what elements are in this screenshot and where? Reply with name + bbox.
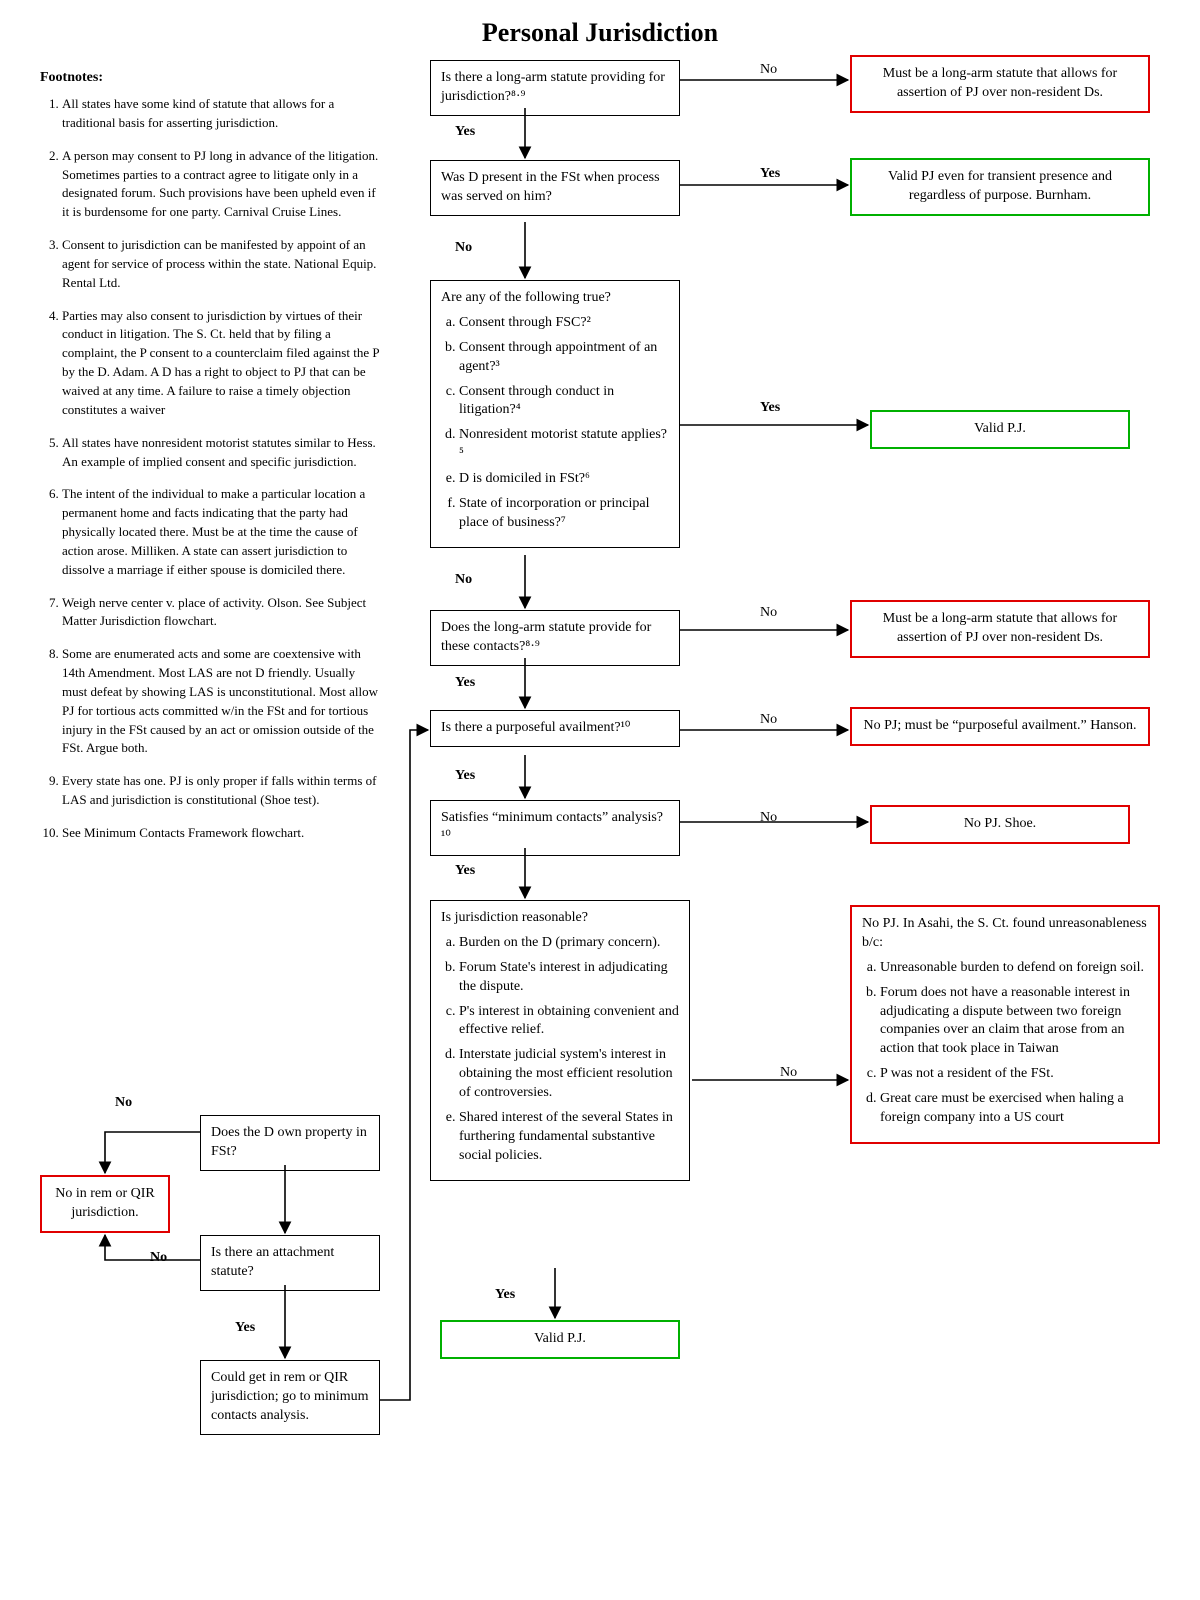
footnote-item: The intent of the individual to make a p… xyxy=(62,485,380,579)
result-asahi: No PJ. In Asahi, the S. Ct. found unreas… xyxy=(850,905,1160,1144)
node-text: No in rem or QIR jurisdiction. xyxy=(55,1186,155,1220)
node-in-rem-to-minimum-contacts: Could get in rem or QIR jurisdiction; go… xyxy=(200,1360,380,1435)
edge-label: Yes xyxy=(495,1287,515,1303)
result-valid-pj-final: Valid P.J. xyxy=(440,1320,680,1359)
edge-label: No xyxy=(455,240,472,256)
footnote-item: Consent to jurisdiction can be manifeste… xyxy=(62,236,380,293)
checklist-item: P was not a resident of the FSt. xyxy=(880,1065,1148,1084)
node-text: Is there a purposeful availment?¹⁰ xyxy=(441,720,630,735)
node-text: No PJ; must be “purposeful availment.” H… xyxy=(864,718,1137,733)
checklist-item: Shared interest of the several States in… xyxy=(459,1109,679,1166)
checklist: Consent through FSC?² Consent through ap… xyxy=(441,314,669,533)
edge-label: Yes xyxy=(760,400,780,416)
result-no-in-rem: No in rem or QIR jurisdiction. xyxy=(40,1175,170,1233)
node-lead: Is jurisdiction reasonable? xyxy=(441,909,679,928)
node-longarm-statute: Is there a long-arm statute providing fo… xyxy=(430,60,680,116)
node-property-in-fst: Does the D own property in FSt? xyxy=(200,1115,380,1171)
footnote-item: Every state has one. PJ is only proper i… xyxy=(62,772,380,810)
checklist-item: Burden on the D (primary concern). xyxy=(459,934,679,953)
checklist-item: State of incorporation or principal plac… xyxy=(459,495,669,533)
edge-label: Yes xyxy=(455,124,475,140)
checklist-item: Interstate judicial system's interest in… xyxy=(459,1046,679,1103)
result-valid-pj-1: Valid P.J. xyxy=(870,410,1130,449)
node-text: Valid P.J. xyxy=(534,1331,586,1346)
node-text: Is there an attachment statute? xyxy=(211,1245,334,1279)
footnote-item: All states have nonresident motorist sta… xyxy=(62,434,380,472)
edge-label: No xyxy=(150,1250,167,1266)
checklist: Unreasonable burden to defend on foreign… xyxy=(862,959,1148,1128)
edge-label: Yes xyxy=(235,1320,255,1336)
node-text: Must be a long-arm statute that allows f… xyxy=(883,611,1117,645)
checklist-item: Consent through FSC?² xyxy=(459,314,669,333)
footnote-item: Weigh nerve center v. place of activity.… xyxy=(62,594,380,632)
node-text: Does the long-arm statute provide for th… xyxy=(441,620,651,654)
result-no-purposeful: No PJ; must be “purposeful availment.” H… xyxy=(850,707,1150,746)
edge-label: Yes xyxy=(760,166,780,182)
edge-label: No xyxy=(760,605,777,621)
edge-label: No xyxy=(455,572,472,588)
checklist-item: Great care must be exercised when haling… xyxy=(880,1090,1148,1128)
checklist-item: D is domiciled in FSt?⁶ xyxy=(459,470,669,489)
footnote-item: Parties may also consent to jurisdiction… xyxy=(62,307,380,420)
node-longarm-contacts: Does the long-arm statute provide for th… xyxy=(430,610,680,666)
node-minimum-contacts: Satisfies “minimum contacts” analysis?¹⁰ xyxy=(430,800,680,856)
footnotes-list: All states have some kind of statute tha… xyxy=(40,95,380,857)
checklist: Burden on the D (primary concern). Forum… xyxy=(441,934,679,1166)
node-text: No PJ. Shoe. xyxy=(964,816,1036,831)
node-text: Is there a long-arm statute providing fo… xyxy=(441,70,665,104)
edge-label: No xyxy=(760,62,777,78)
checklist-item: Nonresident motorist statute applies?⁵ xyxy=(459,426,669,464)
node-text: Valid PJ even for transient presence and… xyxy=(888,169,1112,203)
page-title: Personal Jurisdiction xyxy=(0,18,1200,48)
footnote-item: See Minimum Contacts Framework flowchart… xyxy=(62,824,380,843)
result-need-longarm-1: Must be a long-arm statute that allows f… xyxy=(850,55,1150,113)
edge-label: No xyxy=(760,712,777,728)
footnotes-heading: Footnotes: xyxy=(40,70,103,86)
footnote-item: All states have some kind of statute tha… xyxy=(62,95,380,133)
edge-label: Yes xyxy=(455,768,475,784)
checklist-item: Consent through appointment of an agent?… xyxy=(459,339,669,377)
result-transient-valid: Valid PJ even for transient presence and… xyxy=(850,158,1150,216)
node-lead: No PJ. In Asahi, the S. Ct. found unreas… xyxy=(862,915,1148,953)
edge-label: No xyxy=(115,1095,132,1111)
edge-label: No xyxy=(760,810,777,826)
footnote-item: Some are enumerated acts and some are co… xyxy=(62,645,380,758)
checklist-item: Forum does not have a reasonable interes… xyxy=(880,984,1148,1060)
edge-label: Yes xyxy=(455,675,475,691)
node-text: Could get in rem or QIR jurisdiction; go… xyxy=(211,1370,369,1423)
footnote-item: A person may consent to PJ long in advan… xyxy=(62,147,380,222)
node-text: Must be a long-arm statute that allows f… xyxy=(883,66,1117,100)
node-consent-checklist: Are any of the following true? Consent t… xyxy=(430,280,680,548)
node-lead: Are any of the following true? xyxy=(441,289,669,308)
node-attachment-statute: Is there an attachment statute? xyxy=(200,1235,380,1291)
node-text: Satisfies “minimum contacts” analysis?¹⁰ xyxy=(441,810,663,844)
result-need-longarm-2: Must be a long-arm statute that allows f… xyxy=(850,600,1150,658)
checklist-item: Consent through conduct in litigation?⁴ xyxy=(459,383,669,421)
checklist-item: Forum State's interest in adjudicating t… xyxy=(459,959,679,997)
node-text: Does the D own property in FSt? xyxy=(211,1125,367,1159)
node-reasonable: Is jurisdiction reasonable? Burden on th… xyxy=(430,900,690,1181)
node-purposeful-availment: Is there a purposeful availment?¹⁰ xyxy=(430,710,680,747)
result-no-shoe: No PJ. Shoe. xyxy=(870,805,1130,844)
checklist-item: P's interest in obtaining convenient and… xyxy=(459,1003,679,1041)
edge-label: Yes xyxy=(455,863,475,879)
edge-label: No xyxy=(780,1065,797,1081)
node-text: Valid P.J. xyxy=(974,421,1026,436)
node-present-in-fst: Was D present in the FSt when process wa… xyxy=(430,160,680,216)
checklist-item: Unreasonable burden to defend on foreign… xyxy=(880,959,1148,978)
node-text: Was D present in the FSt when process wa… xyxy=(441,170,660,204)
